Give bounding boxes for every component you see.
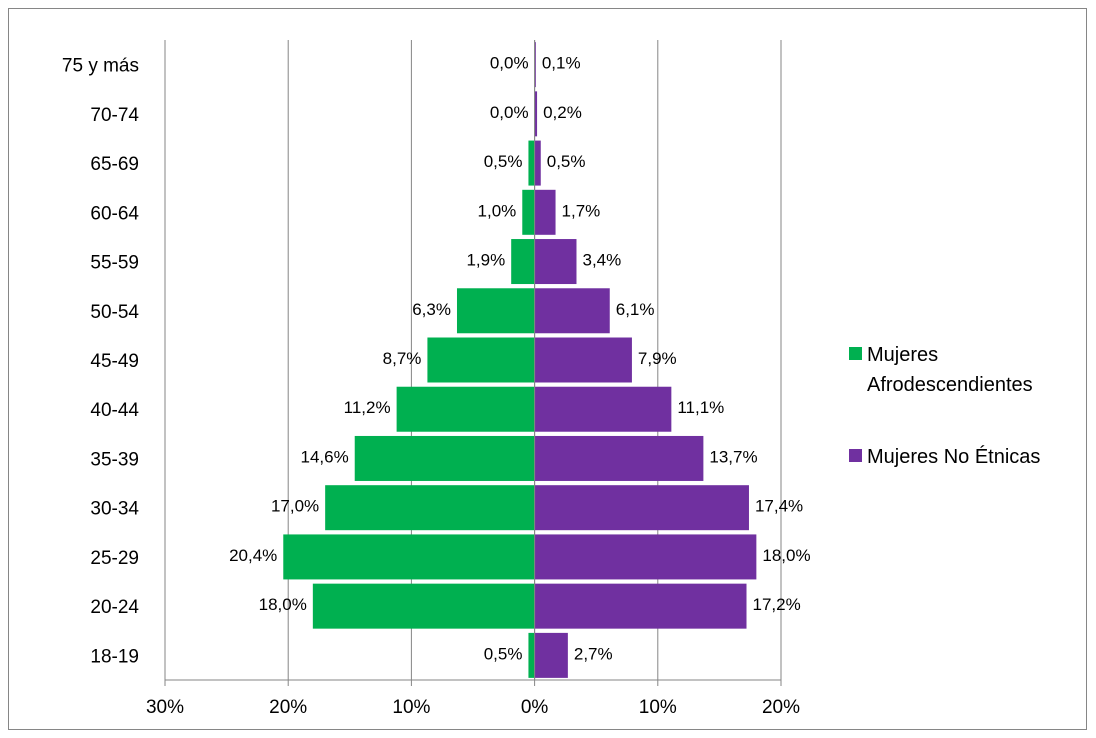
bars (283, 42, 757, 678)
bar-no-etnicas-10 (534, 140, 541, 186)
legend-label-1-line-0: Mujeres No Étnicas (867, 445, 1040, 468)
bar-afro-10 (528, 140, 535, 186)
bar-afro-8 (511, 239, 535, 285)
bar-no-etnicas-6 (534, 337, 632, 383)
x-tick-label-2: 10% (392, 697, 430, 718)
bar-afro-6 (427, 337, 535, 383)
bar-afro-9 (522, 189, 535, 235)
x-tick-label-5: 20% (762, 697, 800, 718)
data-label-no-etnicas-9: 1,7% (562, 201, 601, 220)
data-label-afro-5: 11,2% (344, 398, 391, 417)
data-label-afro-0: 0,5% (484, 644, 523, 663)
bar-no-etnicas-5 (534, 386, 672, 432)
data-label-afro-1: 18,0% (259, 595, 307, 614)
data-label-afro-8: 1,9% (466, 251, 505, 270)
category-label-1: 20-24 (90, 597, 139, 618)
legend-swatch-1 (849, 449, 862, 462)
category-label-0: 18-19 (90, 646, 139, 667)
bar-afro-1 (312, 583, 535, 629)
bar-no-etnicas-7 (534, 288, 610, 334)
legend-label-0-line-0: Mujeres (867, 344, 938, 366)
legend-swatch-0 (849, 347, 862, 360)
data-label-no-etnicas-10: 0,5% (547, 152, 586, 171)
category-label-8: 55-59 (90, 253, 139, 274)
data-label-no-etnicas-12: 0,1% (542, 54, 581, 73)
bar-no-etnicas-8 (534, 239, 577, 285)
bar-no-etnicas-2 (534, 534, 757, 580)
bar-no-etnicas-4 (534, 435, 704, 481)
category-label-9: 60-64 (90, 203, 139, 224)
category-label-6: 45-49 (90, 351, 139, 372)
data-label-afro-2: 20,4% (229, 546, 277, 565)
bar-afro-2 (283, 534, 535, 580)
data-label-afro-3: 17,0% (271, 497, 319, 516)
data-label-no-etnicas-6: 7,9% (638, 349, 677, 368)
bar-afro-4 (354, 435, 535, 481)
data-labels: 0,5% 18,0% 20,4% 17,0% 14,6% 11,2% 8,7% 6,3% 1,9… (229, 54, 810, 664)
category-label-3: 30-34 (90, 499, 139, 520)
data-label-afro-4: 14,6% (301, 447, 349, 466)
legend-label-0-line-1: Afrodescendientes (867, 374, 1033, 396)
bar-afro-3 (325, 485, 535, 531)
data-label-no-etnicas-3: 17,4% (755, 497, 803, 516)
bar-afro-7 (456, 288, 535, 334)
category-labels: 18-19 20-24 25-29 30-34 35-39 40-44 45-49 50-54… (62, 56, 140, 668)
category-label-7: 50-54 (90, 302, 139, 323)
category-label-5: 40-44 (90, 400, 139, 421)
category-label-2: 25-29 (90, 548, 139, 569)
bar-no-etnicas-3 (534, 485, 749, 531)
category-label-12: 75 y más (62, 56, 139, 77)
data-label-no-etnicas-7: 6,1% (616, 300, 655, 319)
x-tick-label-0: 30% (146, 697, 184, 718)
bar-no-etnicas-9 (534, 189, 556, 235)
data-label-no-etnicas-2: 18,0% (762, 546, 810, 565)
category-label-11: 70-74 (90, 105, 139, 126)
data-label-afro-9: 1,0% (478, 201, 517, 220)
data-label-no-etnicas-4: 13,7% (709, 447, 757, 466)
data-label-afro-6: 8,7% (383, 349, 422, 368)
bar-afro-0 (528, 632, 535, 678)
data-label-no-etnicas-11: 0,2% (543, 103, 582, 122)
category-label-10: 65-69 (90, 154, 139, 175)
category-label-4: 35-39 (90, 449, 139, 470)
data-label-no-etnicas-0: 2,7% (574, 644, 613, 663)
data-label-afro-12: 0,0% (490, 54, 529, 73)
data-label-afro-10: 0,5% (484, 152, 523, 171)
x-tick-label-1: 20% (269, 697, 307, 718)
bar-no-etnicas-0 (534, 632, 568, 678)
bar-no-etnicas-1 (534, 583, 747, 629)
data-label-no-etnicas-5: 11,1% (677, 398, 724, 417)
bar-no-etnicas-11 (534, 91, 538, 137)
bar-afro-5 (396, 386, 535, 432)
data-label-no-etnicas-1: 17,2% (753, 595, 801, 614)
data-label-afro-7: 6,3% (412, 300, 451, 319)
data-label-no-etnicas-8: 3,4% (582, 251, 621, 270)
legend: Mujeres Afrodescendientes Mujeres No Étnic… (849, 344, 1040, 468)
bar-no-etnicas-12 (534, 42, 536, 88)
x-axis: 30% 20% 10% 0% 10% 20% (146, 40, 800, 718)
x-tick-label-4: 10% (639, 697, 677, 718)
data-label-afro-11: 0,0% (490, 103, 529, 122)
x-tick-label-3: 0% (521, 697, 549, 718)
